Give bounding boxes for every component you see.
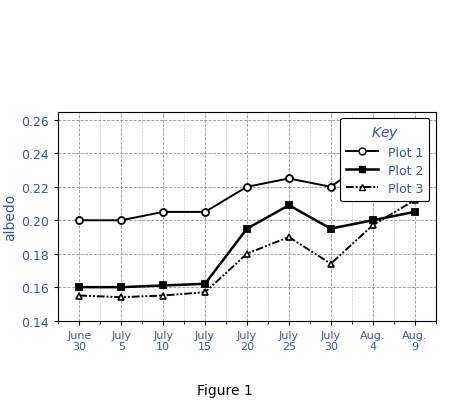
Plot 2	[328, 227, 334, 231]
Plot 3	[370, 223, 375, 228]
Plot 3	[286, 235, 291, 240]
Plot 1	[160, 210, 166, 215]
Plot 2	[370, 218, 375, 223]
Y-axis label: albedo: albedo	[3, 193, 18, 240]
Plot 3	[160, 294, 166, 298]
Plot 2	[202, 282, 208, 286]
Line: Plot 3: Plot 3	[76, 197, 418, 301]
Plot 2	[244, 227, 250, 231]
Legend: Plot 1, Plot 2, Plot 3: Plot 1, Plot 2, Plot 3	[340, 119, 429, 202]
Plot 1	[286, 176, 291, 181]
Plot 3	[244, 252, 250, 257]
Plot 3	[412, 198, 417, 203]
Plot 1	[119, 218, 124, 223]
Line: Plot 2: Plot 2	[76, 202, 418, 291]
Plot 3	[77, 294, 82, 298]
Plot 1	[202, 210, 208, 215]
Plot 1	[412, 150, 417, 155]
Plot 3	[202, 290, 208, 295]
Plot 2	[119, 285, 124, 290]
Plot 3	[119, 295, 124, 300]
Text: Figure 1: Figure 1	[197, 383, 252, 397]
Plot 1	[328, 185, 334, 190]
Plot 3	[328, 262, 334, 267]
Plot 1	[244, 185, 250, 190]
Plot 2	[412, 210, 417, 215]
Line: Plot 1: Plot 1	[76, 149, 418, 224]
Plot 2	[160, 284, 166, 288]
Plot 1	[370, 155, 375, 160]
Plot 1	[77, 218, 82, 223]
Plot 2	[77, 285, 82, 290]
Plot 2	[286, 203, 291, 208]
